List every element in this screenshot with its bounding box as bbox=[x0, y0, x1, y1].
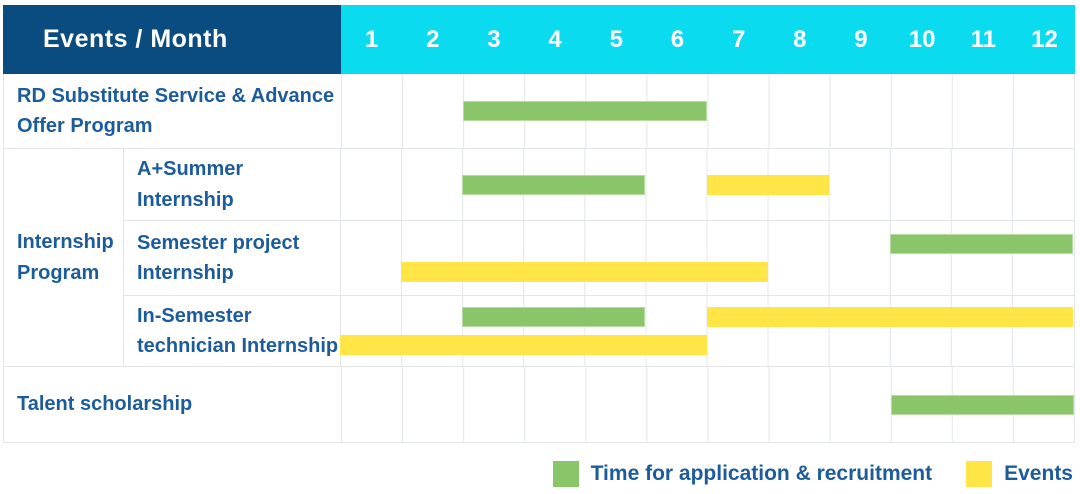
table-row-semester-project: Semester project Internship bbox=[124, 220, 1074, 295]
gantt-cells bbox=[340, 149, 1073, 220]
application-bar bbox=[463, 101, 708, 121]
gantt-lane bbox=[341, 394, 1074, 415]
application-swatch-icon bbox=[552, 461, 579, 487]
table-row-in-semester: In-Semester technician Internship bbox=[124, 295, 1074, 366]
month-header-cell: 4 bbox=[548, 25, 562, 53]
gantt-lane bbox=[340, 174, 1073, 195]
application-bar bbox=[889, 234, 1073, 254]
table-row-rd-substitute: RD Substitute Service & Advance Offer Pr… bbox=[4, 74, 1074, 148]
legend: Time for application & recruitment Event… bbox=[552, 461, 1073, 487]
row-label: Semester project Internship bbox=[137, 231, 300, 284]
table-row-talent-scholarship: Talent scholarship bbox=[4, 366, 1074, 442]
gantt-lane bbox=[341, 101, 1074, 121]
gantt-cells bbox=[340, 296, 1073, 366]
gantt-lane bbox=[340, 234, 1073, 254]
month-header-cell: 8 bbox=[793, 25, 807, 53]
gantt-lane bbox=[340, 335, 1073, 355]
month-header-cell: 1 bbox=[364, 25, 379, 53]
month-header-cell: 2 bbox=[426, 25, 440, 53]
month-header-cell: 3 bbox=[487, 25, 501, 53]
group-rows: A+Summer Internship Semester project Int… bbox=[124, 149, 1074, 366]
gantt-lane bbox=[340, 307, 1073, 327]
internship-program-group: Internship Program A+Summer Internship S… bbox=[4, 148, 1074, 366]
month-header-cell: 10 bbox=[908, 25, 936, 53]
application-bar bbox=[462, 307, 646, 327]
events-bar bbox=[401, 262, 768, 282]
gantt-table: Events / Month 1 2 3 4 5 6 7 8 9 10 11 12 RD Substi… bbox=[3, 5, 1075, 443]
table-header-row: Events / Month 1 2 3 4 5 6 7 8 9 10 11 12 bbox=[3, 5, 1075, 74]
month-header-cell: 9 bbox=[854, 25, 868, 53]
month-header-cell: 11 bbox=[970, 25, 996, 53]
legend-label-application: Time for application & recruitment bbox=[590, 462, 933, 485]
group-label: Internship Program bbox=[4, 149, 124, 366]
gantt-cells bbox=[341, 367, 1074, 442]
events-month-header-cell: Events / Month bbox=[3, 5, 341, 74]
gantt-cells bbox=[340, 221, 1073, 295]
application-bar bbox=[890, 394, 1074, 415]
month-header-cell: 6 bbox=[670, 25, 685, 53]
row-label: Talent scholarship bbox=[17, 393, 193, 416]
events-swatch-icon bbox=[966, 461, 993, 487]
gantt-cells bbox=[341, 74, 1074, 148]
application-bar bbox=[462, 174, 646, 195]
events-bar bbox=[340, 335, 707, 355]
month-header-cell: 12 bbox=[1031, 25, 1058, 53]
month-header-cell: 7 bbox=[731, 25, 746, 53]
row-label: A+Summer Internship bbox=[137, 158, 244, 211]
legend-label-events: Events bbox=[1004, 462, 1073, 485]
events-bar bbox=[706, 174, 829, 195]
legend-item-events: Events bbox=[966, 461, 1073, 487]
month-header-cell: 5 bbox=[609, 25, 623, 53]
table-body: RD Substitute Service & Advance Offer Pr… bbox=[3, 74, 1075, 443]
month-header-row: 1 2 3 4 5 6 7 8 9 10 11 12 bbox=[341, 5, 1075, 74]
legend-item-application: Time for application & recruitment bbox=[552, 461, 933, 487]
table-row-a-summer: A+Summer Internship bbox=[124, 149, 1074, 220]
events-bar bbox=[706, 307, 1073, 327]
row-label: RD Substitute Service & Advance Offer Pr… bbox=[17, 84, 335, 137]
row-label: In-Semester technician Internship bbox=[137, 304, 339, 357]
gantt-lane bbox=[340, 262, 1073, 282]
